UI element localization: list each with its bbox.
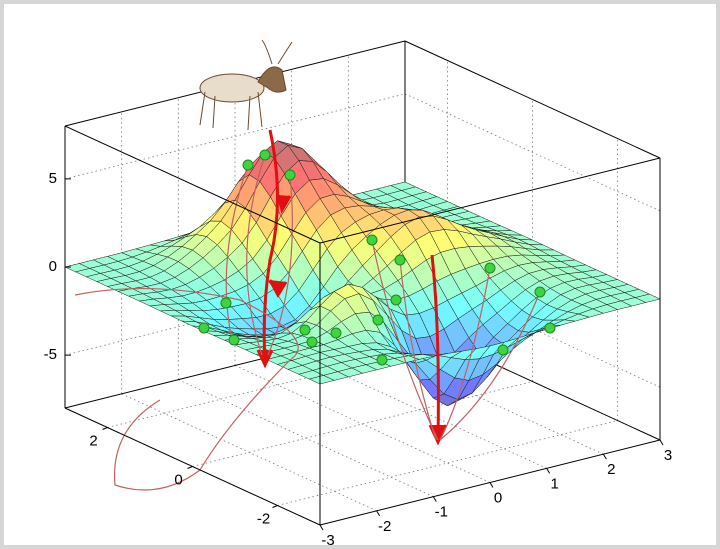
x-tick-label: -1 <box>435 504 448 521</box>
tick-labels: -3 -2 -1 0 1 2 3 -2 0 2 -5 0 5 <box>44 125 672 549</box>
tick-mark <box>602 453 607 460</box>
grid-line <box>404 93 661 212</box>
x-tick-label: -3 <box>321 532 334 549</box>
y-tick-label: -2 <box>257 510 270 527</box>
x-tick-label: 2 <box>607 461 615 478</box>
x-tick-label: 3 <box>664 447 672 464</box>
grid-line <box>348 336 604 455</box>
z-tick-label: 0 <box>49 258 57 275</box>
tick-mark <box>102 427 108 430</box>
z-tick-label: -5 <box>44 346 57 363</box>
tick-mark <box>432 496 437 502</box>
box-edge <box>64 125 321 244</box>
grid-line <box>121 393 377 512</box>
box-edge <box>404 40 661 159</box>
tick-mark <box>546 468 551 474</box>
y-tick-label: 2 <box>89 432 97 449</box>
tick-mark <box>659 439 664 446</box>
tick-mark <box>272 505 278 508</box>
grid-line <box>291 350 547 469</box>
antelope <box>199 39 293 131</box>
x-tick-label: -2 <box>378 518 391 535</box>
grid-line <box>178 379 434 498</box>
annotations <box>74 39 556 491</box>
tick-mark <box>489 482 494 488</box>
y-tick-label: 0 <box>174 471 182 488</box>
trajectories <box>74 154 541 491</box>
x-tick-label: 0 <box>494 489 502 506</box>
tick-mark <box>376 510 381 517</box>
agents <box>198 149 556 366</box>
tick-mark <box>319 524 324 531</box>
x-tick-label: 1 <box>550 475 558 492</box>
box-edge <box>319 157 661 244</box>
grid-line <box>234 365 491 483</box>
tick-mark <box>187 466 193 469</box>
z-tick-label: 5 <box>49 170 57 187</box>
surface-patch <box>308 375 335 385</box>
